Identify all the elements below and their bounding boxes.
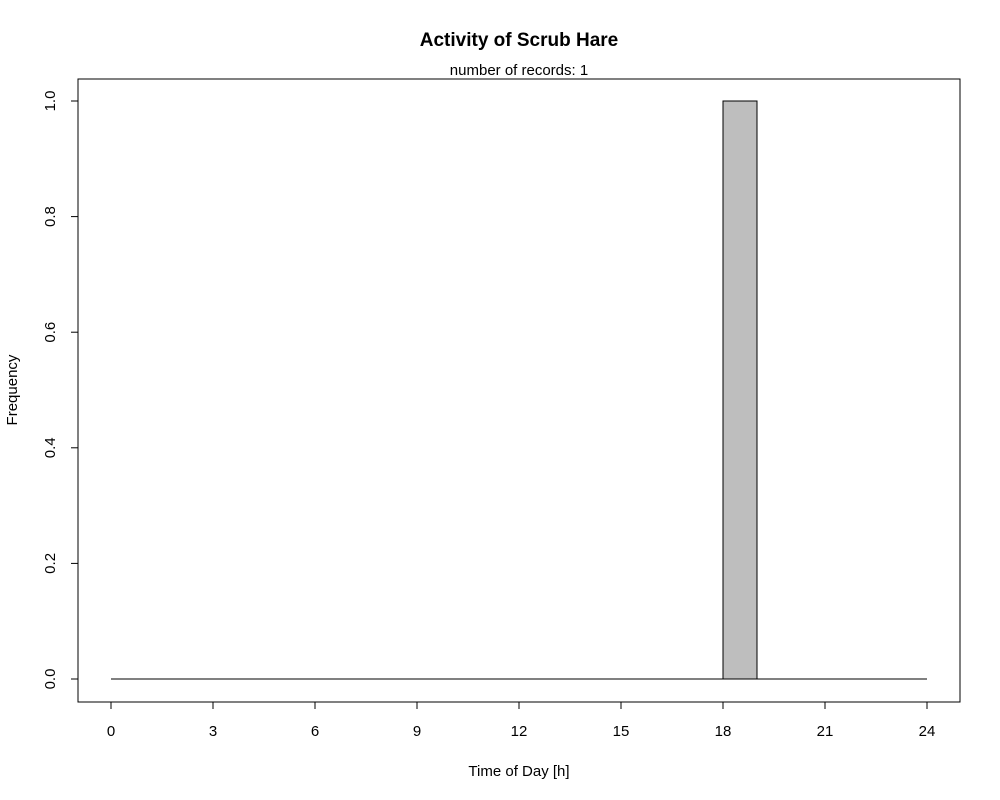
y-tick-label: 1.0: [42, 91, 59, 112]
histogram-bar: [722, 100, 758, 680]
y-tick-label: 0.0: [42, 669, 59, 690]
x-tick-label: 21: [817, 723, 834, 740]
y-axis: 0.0 0.2 0.4 0.6 0.8 1.0: [42, 91, 79, 690]
x-axis-title: Time of Day [h]: [468, 763, 569, 780]
chart-subtitle: number of records: 1: [450, 62, 588, 79]
y-axis-title: Frequency: [4, 354, 21, 425]
x-tick-label: 0: [107, 723, 115, 740]
y-tick-label: 0.8: [42, 206, 59, 227]
y-tick-label: 0.6: [42, 322, 59, 343]
y-tick-label: 0.2: [42, 553, 59, 574]
x-tick-label: 18: [715, 723, 732, 740]
x-tick-label: 6: [311, 723, 319, 740]
x-axis: 0 3 6 9 12 15 18 21 24: [107, 701, 936, 740]
x-tick-label: 12: [511, 723, 528, 740]
x-tick-label: 9: [413, 723, 421, 740]
y-tick-label: 0.4: [42, 437, 59, 458]
x-tick-label: 15: [613, 723, 630, 740]
chart-title: Activity of Scrub Hare: [420, 30, 619, 51]
x-tick-label: 3: [209, 723, 217, 740]
bars-group: [111, 100, 927, 680]
plot-frame: [77, 78, 961, 703]
x-tick-label: 24: [919, 723, 936, 740]
